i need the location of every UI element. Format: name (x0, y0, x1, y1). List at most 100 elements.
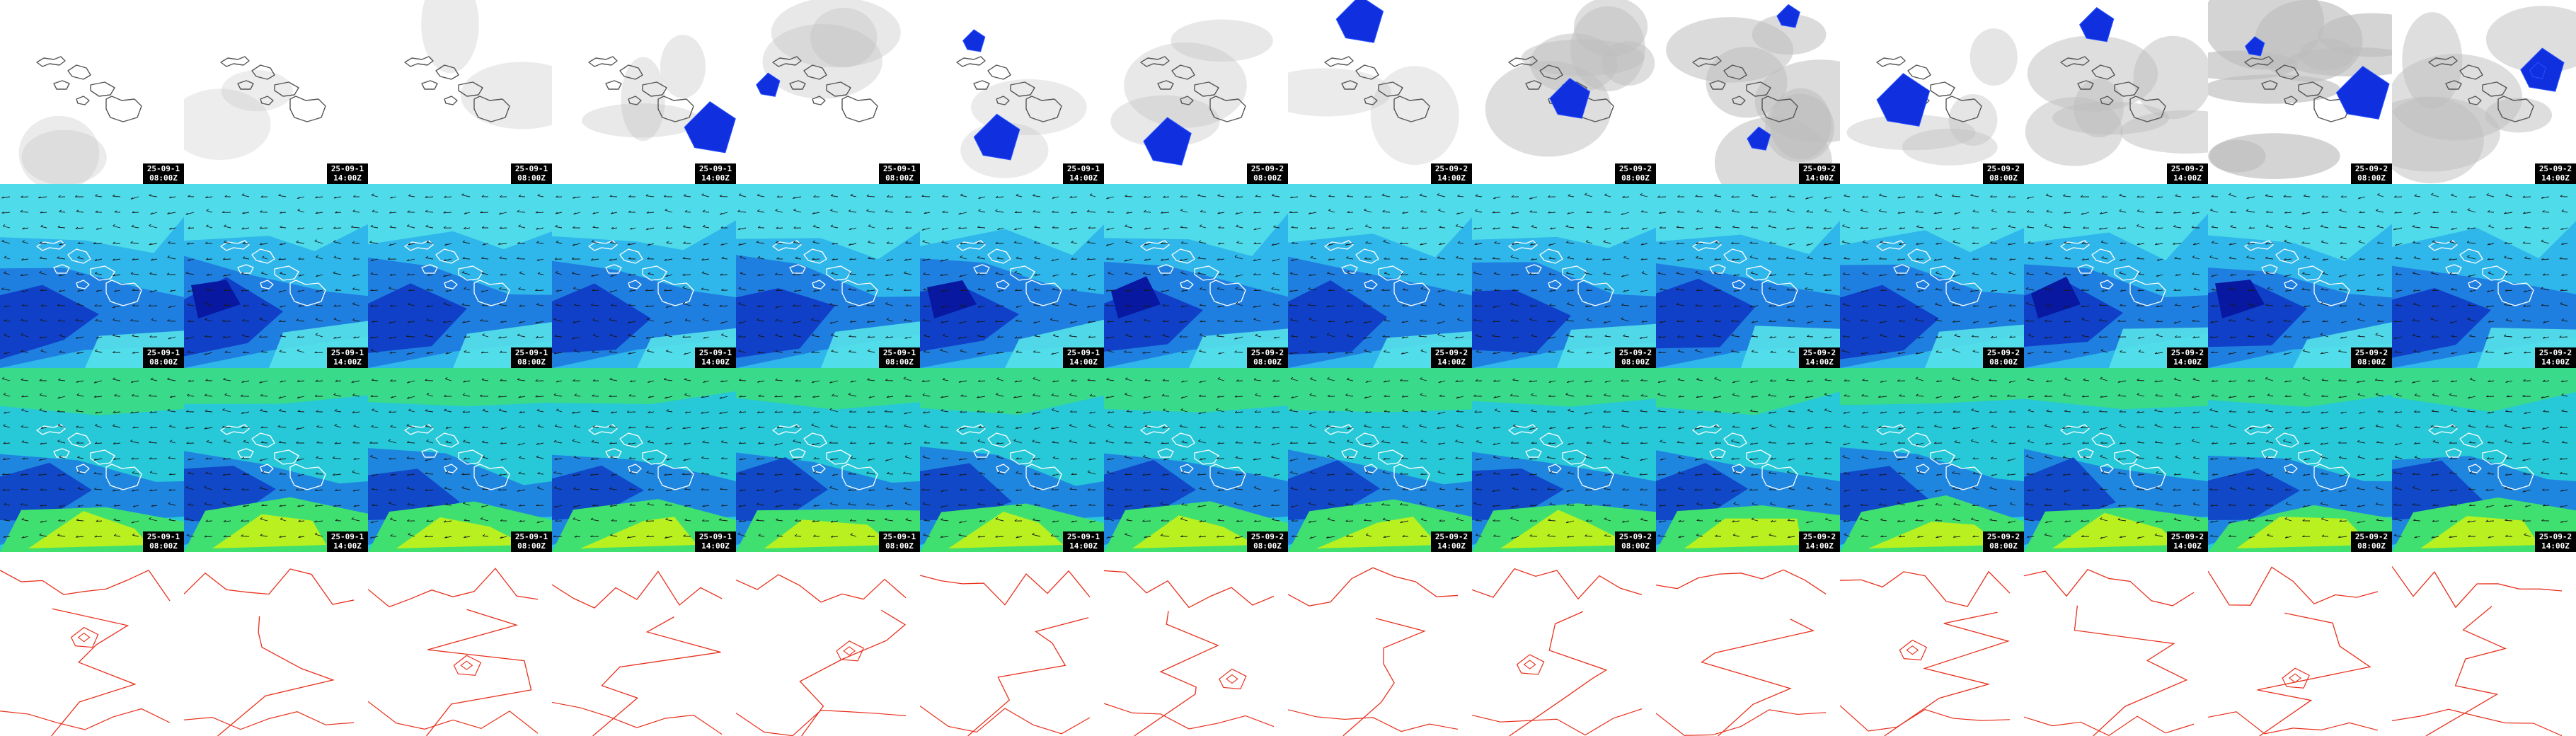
wind-lower-map-frame[interactable]: 25-09-2 14:00Z (2024, 368, 2208, 552)
wind-lower-map-frame[interactable]: 25-09-1 08:00Z (736, 368, 920, 552)
pressure-map-frame[interactable] (184, 552, 368, 736)
wind-upper-map-frame[interactable]: 25-09-1 14:00Z (552, 184, 736, 368)
precip-map-frame[interactable]: 25-09-2 14:00Z (1656, 0, 1840, 184)
precip-map-frame[interactable]: 25-09-2 14:00Z (2392, 0, 2576, 184)
wind-upper-map-frame[interactable]: 25-09-2 14:00Z (1656, 184, 1840, 368)
precip-map-frame[interactable]: 25-09-2 08:00Z (1840, 0, 2024, 184)
timestamp-label: 25-09-1 08:00Z (879, 163, 920, 184)
wind-upper-map-frame[interactable]: 25-09-1 08:00Z (368, 184, 552, 368)
timestamp-date: 25-09-2 (1802, 348, 1836, 357)
timestamp-date: 25-09-1 (882, 532, 916, 541)
wind-upper-map-frame[interactable]: 25-09-1 14:00Z (184, 184, 368, 368)
precip-map-frame[interactable]: 25-09-2 08:00Z (1104, 0, 1288, 184)
precip-map-frame[interactable]: 25-09-1 08:00Z (368, 0, 552, 184)
timestamp-date: 25-09-2 (1802, 532, 1836, 541)
precip-map-image (1656, 0, 1840, 184)
precip-map-frame[interactable]: 25-09-1 14:00Z (184, 0, 368, 184)
timestamp-time: 08:00Z (149, 541, 178, 551)
timestamp-label: 25-09-1 08:00Z (879, 531, 920, 552)
timestamp-label: 25-09-1 14:00Z (327, 347, 368, 368)
pressure-map-frame[interactable] (1840, 552, 2024, 736)
pressure-map-image (1472, 552, 1656, 736)
timestamp-time: 14:00Z (2541, 541, 2570, 551)
wind-upper-map-image (2208, 184, 2392, 368)
timestamp-label: 25-09-1 14:00Z (1063, 347, 1104, 368)
wind-upper-map-frame[interactable]: 25-09-1 08:00Z (736, 184, 920, 368)
precip-map-frame[interactable]: 25-09-1 08:00Z (736, 0, 920, 184)
timestamp-date: 25-09-1 (146, 348, 180, 357)
timestamp-date: 25-09-2 (1434, 348, 1468, 357)
timestamp-time: 08:00Z (1621, 357, 1650, 367)
precip-map-image (1104, 0, 1288, 184)
wind-upper-map-frame[interactable]: 25-09-2 08:00Z (1104, 184, 1288, 368)
timestamp-label: 25-09-2 14:00Z (1431, 163, 1472, 184)
wind-lower-map-frame[interactable]: 25-09-2 14:00Z (1656, 368, 1840, 552)
wind-lower-map-frame[interactable]: 25-09-2 08:00Z (1104, 368, 1288, 552)
timestamp-time: 08:00Z (1253, 173, 1282, 183)
precip-map-frame[interactable]: 25-09-2 08:00Z (1472, 0, 1656, 184)
timestamp-label: 25-09-1 14:00Z (1063, 531, 1104, 552)
wind-upper-map-frame[interactable]: 25-09-2 08:00Z (2208, 184, 2392, 368)
timestamp-time: 14:00Z (1437, 541, 1466, 551)
wind-lower-map-frame[interactable]: 25-09-1 14:00Z (184, 368, 368, 552)
wind-lower-map-frame[interactable]: 25-09-2 08:00Z (1840, 368, 2024, 552)
timestamp-date: 25-09-2 (1986, 348, 2020, 357)
timestamp-label: 25-09-1 14:00Z (695, 163, 736, 184)
precip-map-frame[interactable]: 25-09-1 08:00Z (0, 0, 184, 184)
wind-lower-map-frame[interactable]: 25-09-2 08:00Z (1472, 368, 1656, 552)
wind-lower-map-image (2024, 368, 2208, 552)
wind-upper-map-image (1472, 184, 1656, 368)
pressure-map-frame[interactable] (1656, 552, 1840, 736)
precip-map-frame[interactable]: 25-09-1 14:00Z (920, 0, 1104, 184)
wind-upper-map-frame[interactable]: 25-09-1 14:00Z (920, 184, 1104, 368)
wind-lower-map-frame[interactable]: 25-09-2 08:00Z (2208, 368, 2392, 552)
pressure-map-frame[interactable] (1472, 552, 1656, 736)
pressure-map-image (920, 552, 1104, 736)
precip-map-frame[interactable]: 25-09-2 14:00Z (2024, 0, 2208, 184)
timestamp-label: 25-09-1 14:00Z (695, 531, 736, 552)
wind-lower-map-frame[interactable]: 25-09-1 14:00Z (552, 368, 736, 552)
wind-lower-map-frame[interactable]: 25-09-2 14:00Z (1288, 368, 1472, 552)
wind-lower-map-frame[interactable]: 25-09-1 14:00Z (920, 368, 1104, 552)
pressure-map-frame[interactable] (368, 552, 552, 736)
pressure-map-frame[interactable] (552, 552, 736, 736)
timestamp-label: 25-09-2 14:00Z (2535, 347, 2576, 368)
timestamp-time: 08:00Z (517, 357, 546, 367)
timestamp-date: 25-09-1 (882, 348, 916, 357)
pressure-map-frame[interactable] (920, 552, 1104, 736)
pressure-map-frame[interactable] (736, 552, 920, 736)
timestamp-date: 25-09-1 (330, 164, 364, 173)
pressure-map-image (0, 552, 184, 736)
timestamp-label: 25-09-1 14:00Z (327, 531, 368, 552)
timestamp-label: 25-09-2 08:00Z (1615, 163, 1656, 184)
wind-upper-map-image (736, 184, 920, 368)
wind-upper-map-frame[interactable]: 25-09-2 14:00Z (2392, 184, 2576, 368)
timestamp-date: 25-09-1 (330, 348, 364, 357)
timestamp-label: 25-09-2 08:00Z (1983, 163, 2024, 184)
wind-upper-map-frame[interactable]: 25-09-2 08:00Z (1840, 184, 2024, 368)
timestamp-date: 25-09-1 (698, 532, 732, 541)
pressure-map-frame[interactable] (0, 552, 184, 736)
pressure-map-frame[interactable] (1288, 552, 1472, 736)
pressure-map-frame[interactable] (2024, 552, 2208, 736)
wind-lower-map-frame[interactable]: 25-09-1 08:00Z (368, 368, 552, 552)
timestamp-date: 25-09-2 (1250, 348, 1284, 357)
pressure-map-image (1840, 552, 2024, 736)
timestamp-date: 25-09-2 (1434, 532, 1468, 541)
pressure-map-frame[interactable] (1104, 552, 1288, 736)
precip-map-frame[interactable]: 25-09-2 08:00Z (2208, 0, 2392, 184)
timestamp-date: 25-09-1 (1066, 164, 1100, 173)
timestamp-date: 25-09-2 (2170, 348, 2204, 357)
wind-upper-map-frame[interactable]: 25-09-1 08:00Z (0, 184, 184, 368)
wind-lower-map-frame[interactable]: 25-09-1 08:00Z (0, 368, 184, 552)
wind-lower-map-frame[interactable]: 25-09-2 14:00Z (2392, 368, 2576, 552)
wind-upper-map-frame[interactable]: 25-09-2 14:00Z (1288, 184, 1472, 368)
precip-map-image (920, 0, 1104, 184)
precip-map-frame[interactable]: 25-09-1 14:00Z (552, 0, 736, 184)
wind-upper-map-frame[interactable]: 25-09-2 14:00Z (2024, 184, 2208, 368)
wind-upper-map-frame[interactable]: 25-09-2 08:00Z (1472, 184, 1656, 368)
pressure-map-frame[interactable] (2392, 552, 2576, 736)
pressure-map-frame[interactable] (2208, 552, 2392, 736)
timestamp-label: 25-09-2 08:00Z (1615, 531, 1656, 552)
precip-map-frame[interactable]: 25-09-2 14:00Z (1288, 0, 1472, 184)
